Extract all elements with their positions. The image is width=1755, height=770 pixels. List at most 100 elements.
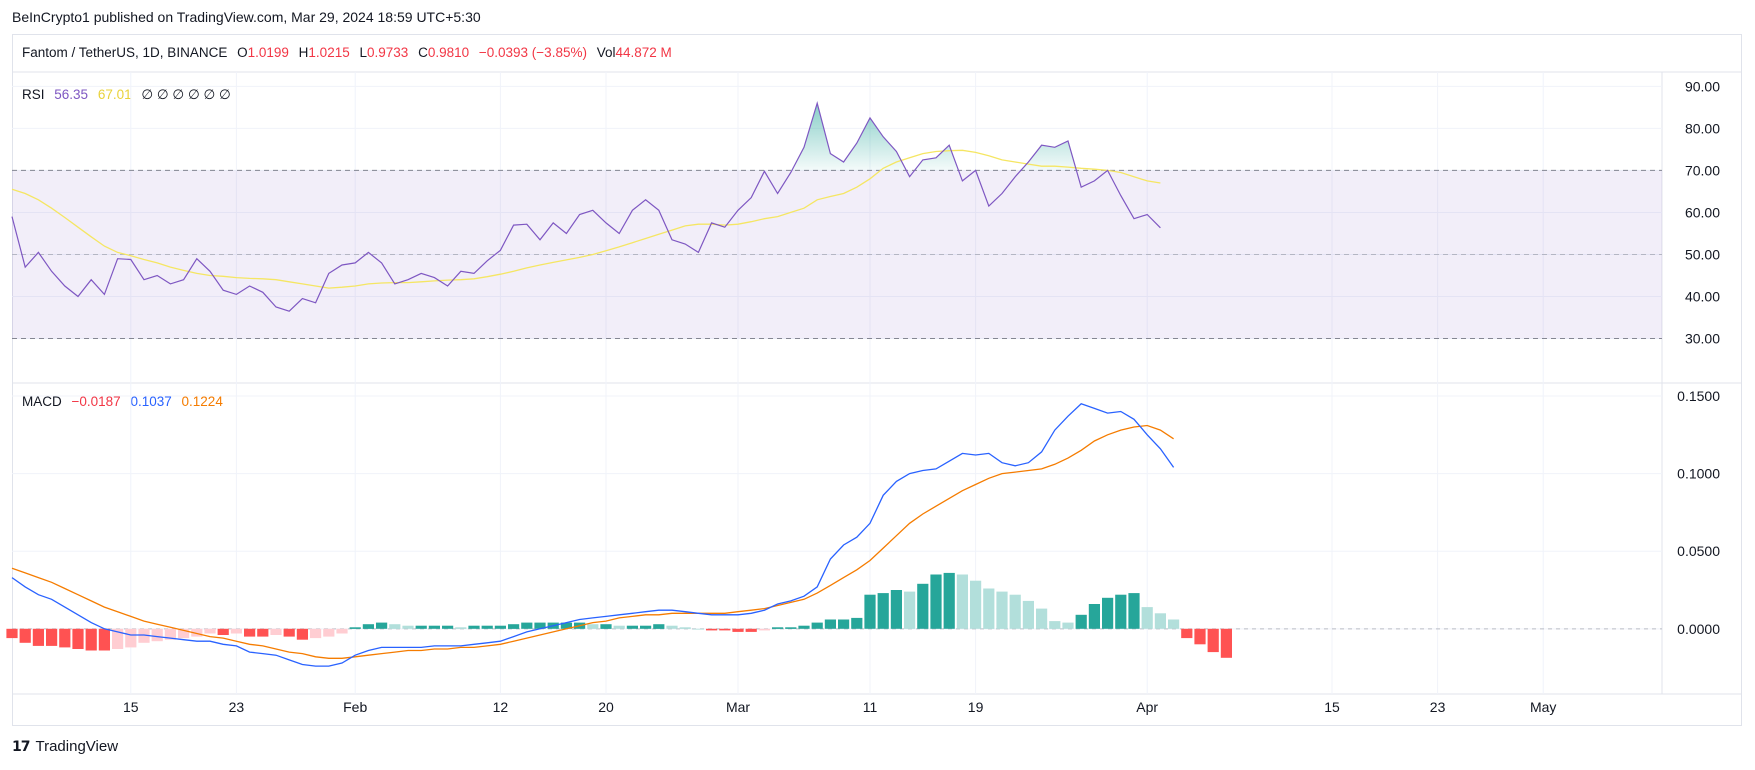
date-tick-label: 20 <box>598 699 614 715</box>
rsi-label: RSI <box>22 87 45 102</box>
macd-signal-value: 0.1224 <box>181 394 223 409</box>
macd-histogram-bar <box>178 628 190 639</box>
macd-histogram-bar <box>349 627 361 629</box>
macd-legend[interactable]: MACD −0.0187 0.1037 0.1224 <box>22 394 229 409</box>
macd-histogram-bar <box>244 628 256 637</box>
macd-histogram-bar <box>191 628 203 637</box>
macd-histogram-bar <box>19 628 31 643</box>
rsi-legend[interactable]: RSI 56.35 67.01 ∅ ∅ ∅ ∅ ∅ ∅ <box>22 87 237 103</box>
date-tick-label: Apr <box>1136 699 1158 715</box>
macd-histogram-bar <box>758 628 770 631</box>
macd-histogram-bar <box>1220 628 1232 658</box>
macd-histogram-bar <box>719 628 731 631</box>
macd-histogram-bar <box>930 574 942 629</box>
macd-line-value: 0.1037 <box>130 394 172 409</box>
macd-histogram-bar <box>1115 594 1127 629</box>
macd-histogram-bar <box>296 628 308 640</box>
rsi-ma-value: 67.01 <box>97 87 132 102</box>
date-tick-label: Feb <box>343 699 367 715</box>
date-tick-label: 15 <box>1324 699 1340 715</box>
macd-histogram-bar <box>362 624 374 629</box>
macd-histogram-bar <box>772 627 784 629</box>
rsi-tick-label: 30.00 <box>1685 330 1720 346</box>
macd-tick-label: 0.0500 <box>1677 543 1720 559</box>
macd-histogram-bar <box>811 622 823 629</box>
macd-histogram-bar <box>415 625 427 629</box>
date-tick-label: 11 <box>863 699 878 715</box>
macd-histogram-bar <box>666 625 678 629</box>
tradingview-brand[interactable]: 𝟭𝟳 TradingView <box>12 738 118 755</box>
low-value: L0.9733 <box>359 45 409 60</box>
macd-histogram-bar <box>402 625 414 629</box>
macd-histogram-bar <box>481 625 493 629</box>
macd-histogram-bar <box>323 628 335 637</box>
macd-histogram-bar <box>310 628 322 639</box>
macd-histogram-bar <box>653 624 665 629</box>
rsi-line <box>11 100 1161 312</box>
macd-histogram-bar <box>521 622 533 629</box>
macd-histogram-bar <box>890 590 902 629</box>
macd-histogram-bar <box>1062 622 1074 629</box>
macd-histogram-bar <box>692 628 704 630</box>
macd-histogram-bar <box>877 593 889 629</box>
rsi-tick-label: 80.00 <box>1685 120 1720 136</box>
macd-histogram-bar <box>72 628 84 649</box>
macd-histogram-bar <box>468 625 480 629</box>
macd-histogram-bar <box>1022 600 1034 629</box>
macd-histogram-bar <box>838 619 850 629</box>
macd-histogram-bar <box>600 624 612 629</box>
rsi-tick-label: 50.00 <box>1685 246 1720 262</box>
macd-histogram-bar <box>455 627 467 629</box>
rsi-ma-line <box>11 149 1161 289</box>
macd-histogram-bar <box>1088 604 1100 629</box>
macd-histogram-bar <box>824 619 836 629</box>
macd-histogram-bar <box>98 628 110 651</box>
macd-histogram-bar <box>32 628 44 646</box>
macd-line <box>11 403 1175 667</box>
change-value: −0.0393 (−3.85%) <box>478 45 587 60</box>
macd-histogram-bar <box>217 628 229 635</box>
macd-histogram-bar <box>956 574 968 629</box>
macd-histogram-bar <box>1075 614 1087 629</box>
macd-label: MACD <box>22 394 62 409</box>
macd-histogram-bar <box>560 622 572 629</box>
macd-histogram-bar <box>640 625 652 629</box>
rsi-tick-label: 40.00 <box>1685 288 1720 304</box>
chart-frame <box>12 34 1742 726</box>
rsi-tick-label: 90.00 <box>1685 78 1720 94</box>
macd-histogram-bar <box>613 625 625 629</box>
high-value: H1.0215 <box>298 45 350 60</box>
macd-histogram-bar <box>508 624 520 629</box>
macd-histogram-bar <box>1181 628 1193 639</box>
macd-histogram-bar <box>46 628 58 646</box>
rsi-tick-label: 70.00 <box>1685 162 1720 178</box>
tradingview-logo-icon: 𝟭𝟳 <box>12 738 31 754</box>
macd-histogram-bar <box>6 628 18 639</box>
macd-histogram-bar <box>1128 593 1140 629</box>
macd-histogram-bar <box>983 588 995 629</box>
date-tick-label: 15 <box>123 699 139 715</box>
macd-histogram-bar <box>204 628 216 634</box>
brand-text: TradingView <box>35 738 119 755</box>
macd-histogram-bar <box>996 591 1008 629</box>
close-value: C0.9810 <box>418 45 470 60</box>
macd-histogram-bar <box>1036 608 1048 629</box>
macd-histogram-bar <box>494 625 506 629</box>
macd-histogram-bar <box>732 628 744 632</box>
macd-histogram-bar <box>257 628 269 637</box>
macd-histogram-bar <box>679 627 691 629</box>
macd-histogram-bar <box>785 627 797 629</box>
macd-histogram-bar <box>1009 594 1021 629</box>
macd-histogram-bar <box>1102 597 1114 629</box>
macd-histogram-bar <box>442 625 454 629</box>
rsi-overbought-fill <box>791 103 1077 171</box>
macd-histogram-bar <box>943 572 955 629</box>
macd-hist-value: −0.0187 <box>71 394 121 409</box>
macd-histogram-bar <box>283 628 295 637</box>
macd-histogram-bar <box>125 628 137 648</box>
symbol-legend[interactable]: Fantom / TetherUS, 1D, BINANCE O1.0199 H… <box>22 45 678 60</box>
macd-histogram-bar <box>1194 628 1206 645</box>
macd-histogram-bar <box>904 591 916 629</box>
macd-histogram-bar <box>59 628 71 648</box>
